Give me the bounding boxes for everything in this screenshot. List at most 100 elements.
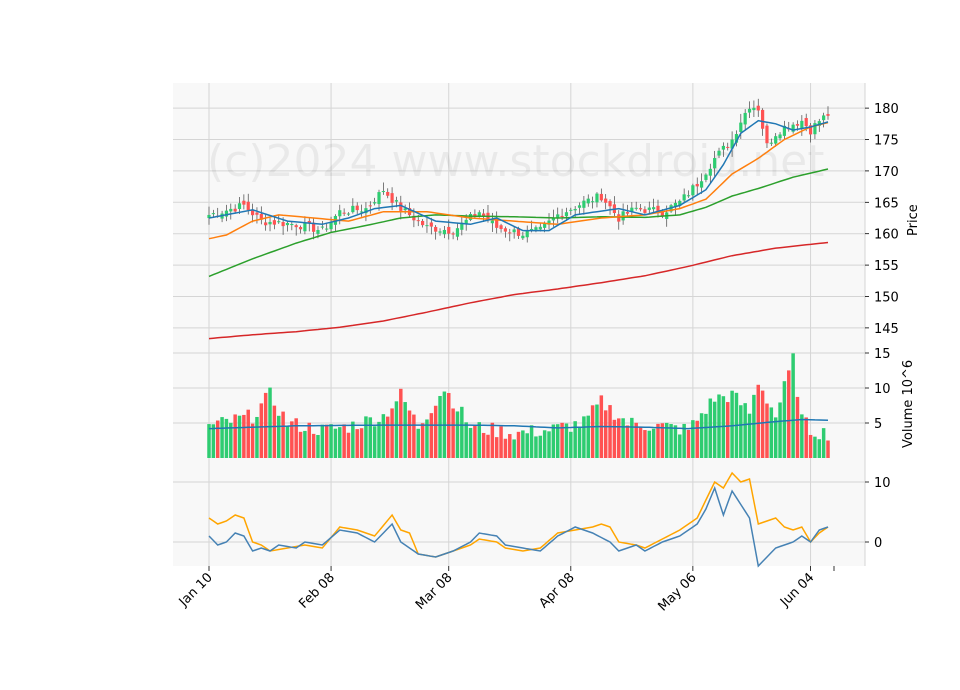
candle-body — [604, 198, 608, 203]
candle-body — [595, 193, 599, 203]
candle-body — [791, 124, 795, 132]
candle-body — [813, 123, 817, 135]
volume-bar — [229, 422, 233, 458]
price-tick-label: 170 — [874, 165, 899, 180]
volume-bar — [821, 428, 826, 458]
volume-bar — [782, 381, 787, 458]
candle-body — [826, 114, 830, 116]
candle-body — [403, 208, 407, 211]
volume-bar — [277, 415, 281, 458]
volume-bar — [342, 424, 346, 458]
volume-bar — [224, 418, 229, 458]
x-tick-label: May 06 — [655, 570, 699, 614]
candle-body — [451, 233, 455, 235]
volume-bar — [547, 431, 551, 458]
candle-body — [599, 193, 603, 201]
candle-body — [490, 220, 494, 224]
candle-body — [691, 185, 695, 196]
candle-body — [386, 191, 390, 196]
candle-body — [761, 109, 765, 129]
ma-short-line — [208, 119, 829, 232]
volume-bar — [826, 440, 830, 458]
candle-body — [660, 211, 664, 216]
candle-body — [652, 207, 656, 210]
candle-body — [468, 213, 473, 220]
candle-body — [294, 225, 298, 228]
candle-body — [503, 228, 508, 232]
volume-bar — [743, 403, 747, 458]
volume-bar — [346, 432, 351, 458]
volume-bar — [368, 417, 373, 458]
volume-bar — [590, 405, 595, 458]
candle-body — [346, 213, 351, 215]
candle-body — [704, 174, 708, 180]
volume-bar — [364, 416, 368, 458]
volume-bar — [211, 424, 216, 458]
candle-body — [464, 219, 468, 225]
volume-bar — [508, 434, 512, 458]
candle-body — [782, 125, 787, 136]
indicator-panel — [208, 471, 829, 568]
volume-bar — [460, 406, 464, 458]
candle-body — [434, 226, 438, 232]
volume-bar — [250, 423, 255, 458]
candle-body — [726, 146, 730, 148]
x-tick-label: Feb 08 — [296, 570, 338, 612]
candle-body — [381, 191, 385, 193]
price-panel — [207, 98, 830, 340]
volume-bar — [569, 431, 573, 458]
candle-body — [822, 115, 826, 121]
candle-body — [625, 212, 630, 214]
candle-body — [229, 208, 233, 212]
candle-body — [329, 221, 333, 230]
candle-body — [747, 108, 752, 113]
candle-body — [316, 230, 320, 234]
volume-bar — [603, 410, 608, 458]
volume-bar — [560, 422, 564, 458]
volume-bar — [303, 430, 307, 458]
candle-body — [246, 201, 250, 211]
volume-bar — [494, 437, 499, 458]
candle-body — [774, 136, 778, 144]
volume-bar — [290, 421, 294, 458]
volume-bar — [320, 424, 325, 458]
candle-body — [638, 208, 643, 210]
candle-body — [303, 222, 307, 232]
volume-bar — [355, 429, 359, 458]
volume-bar — [769, 407, 774, 458]
price-tick-label: 145 — [874, 322, 899, 337]
candle-body — [264, 222, 268, 226]
candle-body — [682, 194, 686, 201]
candle-body — [617, 214, 621, 222]
volume-bar — [455, 411, 460, 458]
volume-bar — [486, 434, 490, 458]
candle-body — [543, 223, 547, 228]
candle-body — [272, 220, 276, 225]
volume-bar — [420, 423, 425, 458]
candle-body — [551, 217, 555, 221]
volume-bar — [778, 402, 782, 458]
volume-bar — [464, 422, 468, 458]
candle-body — [355, 205, 359, 211]
volume-bar — [359, 428, 364, 458]
volume-bar — [534, 436, 538, 458]
candle-body — [508, 232, 512, 234]
candle-body — [425, 225, 429, 227]
volume-bar — [307, 422, 312, 458]
volume-tick-label: 5 — [874, 417, 882, 432]
candle-body — [255, 212, 259, 215]
volume-bar — [516, 431, 521, 458]
candle-body — [307, 221, 311, 224]
x-tick-label: Apr 08 — [537, 570, 578, 611]
volume-bar — [595, 404, 599, 458]
volume-bar — [573, 421, 577, 458]
candle-body — [351, 205, 355, 213]
candle-body — [808, 125, 813, 135]
candle-body — [420, 220, 425, 226]
candle-body — [643, 209, 647, 213]
candle-body — [460, 222, 464, 230]
candle-body — [412, 215, 416, 221]
volume-bar — [237, 415, 242, 458]
volume-panel — [207, 353, 830, 458]
candle-body — [525, 230, 529, 238]
